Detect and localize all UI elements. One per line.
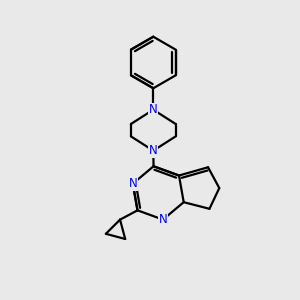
Text: N: N <box>128 177 137 190</box>
Text: N: N <box>149 144 158 157</box>
Text: N: N <box>149 103 158 116</box>
Text: N: N <box>159 213 167 226</box>
